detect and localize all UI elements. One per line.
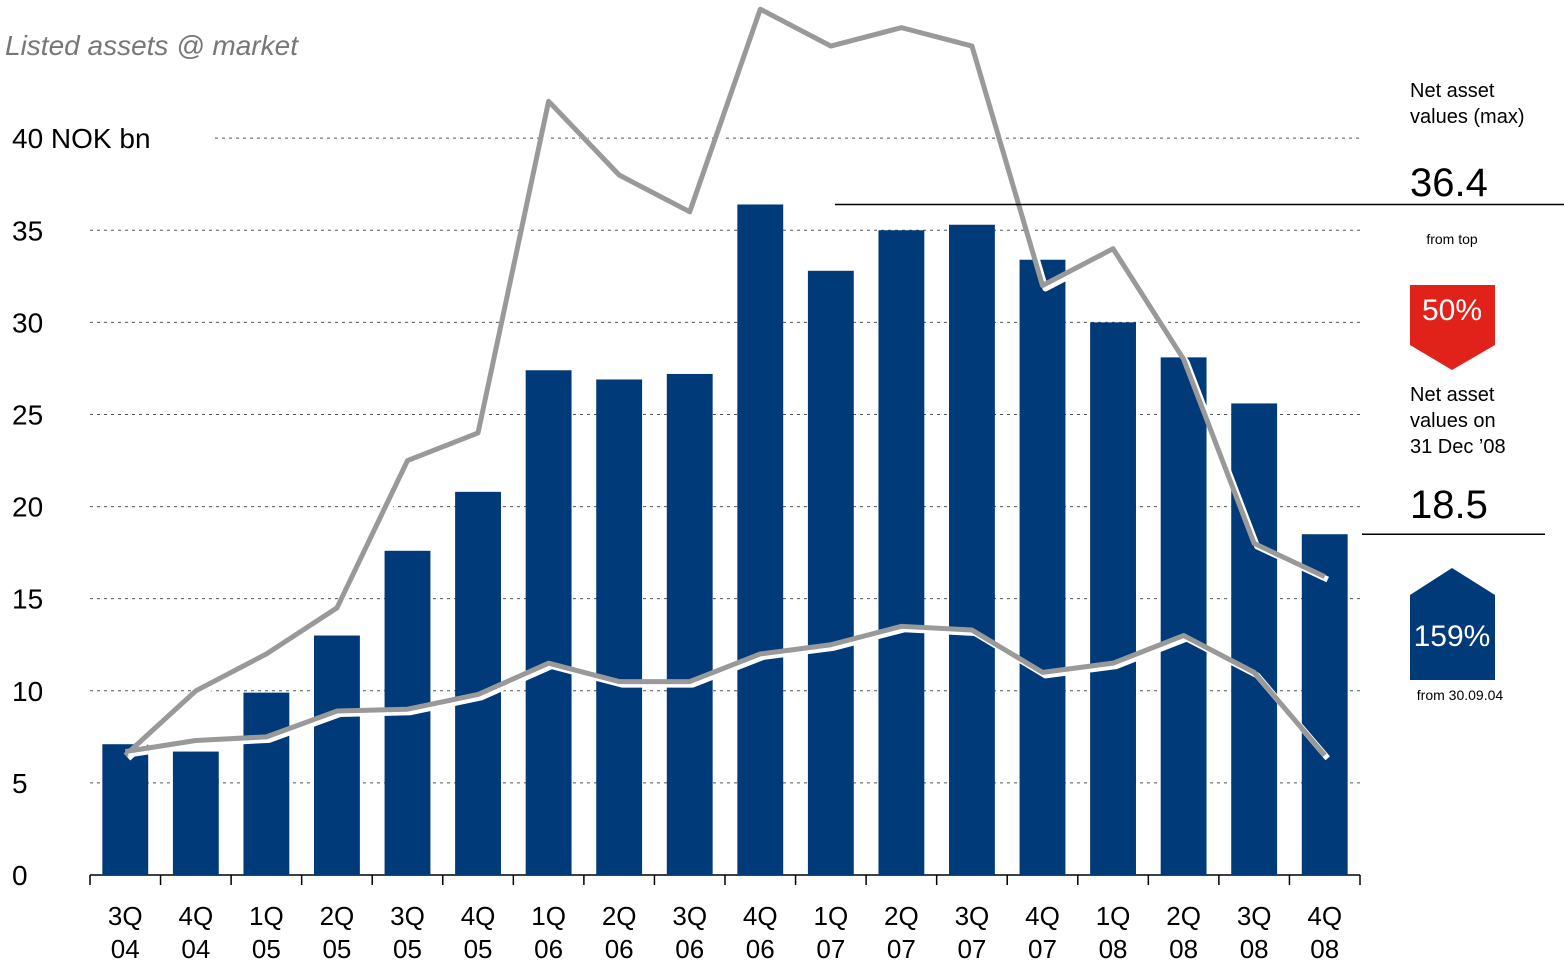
x-tick-label: 3Q 08	[1236, 901, 1272, 964]
x-tick-label: 2Q 06	[601, 901, 637, 964]
x-tick-label: 1Q 06	[531, 901, 566, 964]
bar	[1019, 259, 1066, 876]
top-note: from top	[1426, 231, 1478, 247]
bar	[807, 270, 854, 876]
end-value: 18.5	[1410, 483, 1488, 527]
grid	[90, 137, 1360, 784]
bar	[949, 224, 995, 876]
y-tick-label: 35	[12, 215, 43, 246]
top-change: 50%	[1422, 294, 1482, 327]
x-tick-label: 3Q 04	[107, 901, 143, 964]
x-tick-label: 2Q 07	[884, 901, 919, 964]
bar	[878, 230, 925, 875]
max-label: Net asset values (max)	[1410, 80, 1525, 128]
start-change: 159%	[1414, 620, 1491, 653]
y-tick-label: 30	[12, 307, 43, 338]
bar	[1301, 534, 1348, 875]
bar	[1160, 357, 1207, 875]
line-shadow	[126, 9, 1329, 761]
bar	[172, 751, 219, 875]
max-value: 36.4	[1410, 161, 1488, 205]
bar	[596, 379, 643, 875]
y-tick-label: 0	[12, 860, 28, 891]
start-note: from 30.09.04	[1417, 687, 1504, 703]
x-tick-label: 4Q 06	[742, 901, 778, 964]
bar	[102, 744, 149, 875]
x-tick-label: 3Q 07	[954, 901, 990, 964]
bar	[737, 204, 784, 875]
bar	[314, 635, 360, 875]
y-tick-label: 20	[12, 492, 43, 523]
bar	[525, 370, 572, 875]
x-tick-label: 4Q 08	[1307, 901, 1343, 964]
y-tick-label: 25	[12, 399, 43, 430]
line	[124, 623, 1327, 757]
x-tick-label: 4Q 05	[460, 901, 496, 964]
x-tick-label: 4Q 07	[1025, 901, 1060, 964]
change-badge-up	[1410, 568, 1495, 680]
change-badge-down	[1410, 285, 1495, 370]
y-tick-label: 5	[12, 768, 28, 799]
x-tick-label: 3Q 06	[672, 901, 708, 964]
chart-title: Listed assets @ market	[5, 30, 299, 61]
line-shadow	[127, 626, 1331, 761]
y-tick-label: 10	[12, 676, 43, 707]
bar	[243, 692, 290, 875]
x-tick-label: 1Q 08	[1095, 901, 1131, 964]
x-tick-label: 3Q 05	[390, 901, 425, 964]
x-tick-label: 2Q 05	[319, 901, 355, 964]
bar	[666, 373, 713, 875]
x-tick-label: 4Q 04	[178, 901, 214, 964]
end-label: Net asset values on 31 Dec ’08	[1410, 384, 1506, 458]
y-tick-label: 15	[12, 584, 43, 615]
bar	[1090, 322, 1136, 875]
line	[123, 6, 1326, 758]
x-tick-label: 1Q 05	[249, 901, 284, 964]
x-tick-label: 1Q 07	[813, 901, 849, 964]
y-tick-label: 40 NOK bn	[12, 123, 151, 154]
x-tick-label: 2Q 08	[1166, 901, 1201, 964]
bar	[455, 491, 501, 875]
bar	[1231, 403, 1278, 875]
